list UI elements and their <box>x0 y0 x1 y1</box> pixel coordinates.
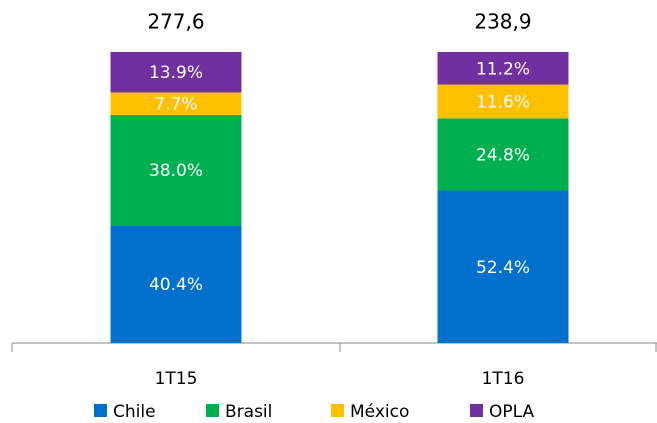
total-label: 238,9 <box>474 10 531 34</box>
legend-swatch <box>331 404 344 417</box>
value-label: 11.2% <box>476 59 530 79</box>
value-label: 24.8% <box>476 145 530 165</box>
x-tick-label: 1T15 <box>155 369 198 389</box>
x-tick-label: 1T16 <box>482 369 525 389</box>
value-label: 7.7% <box>154 95 197 115</box>
legend-label: Chile <box>113 402 156 422</box>
bar-segment <box>110 114 242 226</box>
bar-segment <box>437 52 569 85</box>
value-label: 40.4% <box>149 275 203 295</box>
legend-swatch <box>206 404 219 417</box>
total-label: 277,6 <box>147 10 204 34</box>
legend-swatch <box>470 404 483 417</box>
bar-segment <box>110 52 242 93</box>
bar-segment <box>110 92 242 115</box>
bar-segment <box>437 190 569 343</box>
legend-label: Brasil <box>225 402 272 422</box>
value-label: 52.4% <box>476 258 530 278</box>
bar-segment <box>437 84 569 119</box>
value-label: 38.0% <box>149 161 203 181</box>
legend-label: OPLA <box>489 402 534 422</box>
bar-segment <box>437 118 569 191</box>
bar-segment <box>110 225 242 343</box>
legend-label: México <box>350 402 409 422</box>
value-label: 13.9% <box>149 63 203 83</box>
legend-swatch <box>94 404 107 417</box>
value-label: 11.6% <box>476 92 530 112</box>
